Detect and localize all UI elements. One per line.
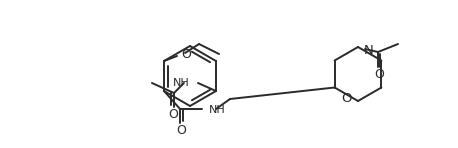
Text: N: N bbox=[364, 44, 374, 57]
Text: NH: NH bbox=[173, 78, 190, 88]
Text: O: O bbox=[168, 107, 178, 120]
Text: O: O bbox=[176, 123, 186, 136]
Text: O: O bbox=[181, 48, 191, 61]
Text: O: O bbox=[342, 91, 352, 104]
Text: O: O bbox=[374, 67, 384, 81]
Text: NH: NH bbox=[209, 105, 226, 115]
